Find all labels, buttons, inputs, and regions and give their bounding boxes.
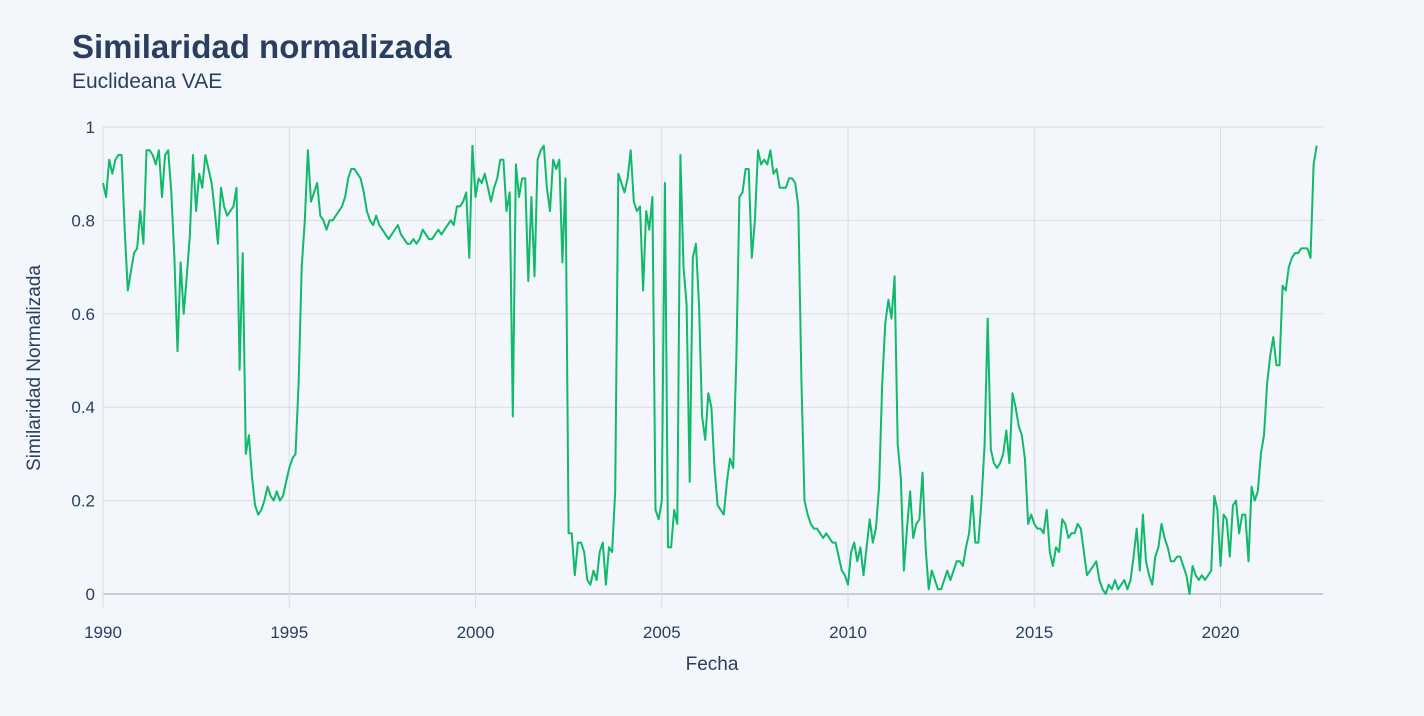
y-tick-label: 0.4 [71, 398, 95, 417]
series-layer [102, 144, 1318, 595]
x-tick-label: 1995 [270, 623, 308, 642]
tick-labels: 0 0.2 0.4 0.6 0.8 1 1990 1995 2000 2005 2010 2015 20… [71, 118, 1239, 642]
y-axis-title: Similaridad Normalizada [24, 265, 45, 471]
gridlines [102, 126, 1323, 608]
y-tick-label: 0.2 [71, 492, 95, 511]
x-tick-label: 1990 [84, 623, 122, 642]
chart-title: Similaridad normalizada [72, 28, 452, 65]
x-tick-label: 2000 [457, 623, 495, 642]
x-tick-label: 2005 [643, 623, 681, 642]
y-tick-label: 0.6 [71, 305, 95, 324]
series-line [102, 144, 1318, 595]
x-axis-title: Fecha [686, 654, 739, 675]
y-tick-label: 1 [86, 118, 95, 137]
x-tick-label: 2015 [1015, 623, 1053, 642]
y-tick-label: 0.8 [71, 211, 95, 230]
y-tick-label: 0 [86, 585, 95, 604]
x-tick-label: 2020 [1202, 623, 1240, 642]
chart-subtitle: Euclideana VAE [72, 70, 223, 93]
x-tick-label: 2010 [829, 623, 867, 642]
